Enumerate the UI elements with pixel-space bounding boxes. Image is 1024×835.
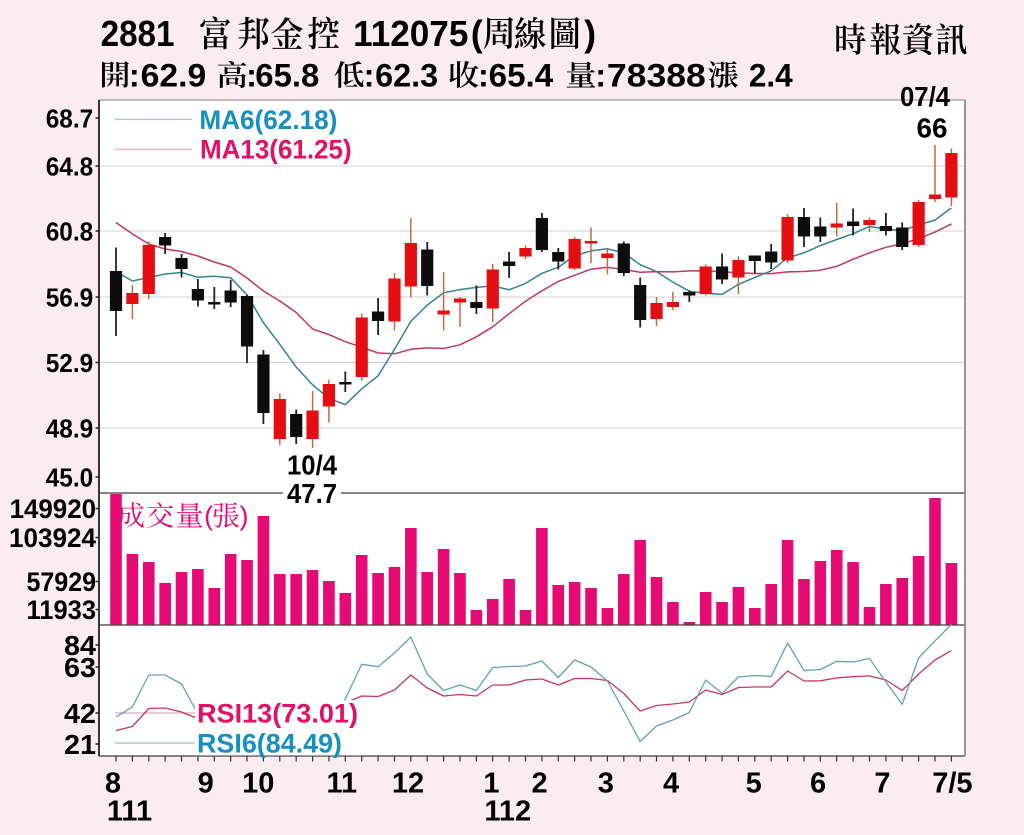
svg-text:68.7: 68.7 — [46, 103, 94, 133]
svg-text:64.8: 64.8 — [46, 151, 94, 181]
svg-text:9: 9 — [198, 768, 214, 800]
svg-text:7/5: 7/5 — [932, 768, 972, 800]
svg-text:RSI13(73.01): RSI13(73.01) — [197, 699, 358, 729]
svg-text:62.3: 62.3 — [375, 57, 438, 93]
svg-text:84: 84 — [64, 630, 96, 661]
svg-text:60.8: 60.8 — [46, 216, 94, 246]
svg-text:47.7: 47.7 — [287, 478, 337, 509]
svg-text:6: 6 — [810, 768, 826, 800]
svg-text::: : — [246, 57, 257, 93]
svg-text:): ) — [584, 13, 596, 54]
svg-text:RSI6(84.49): RSI6(84.49) — [197, 729, 342, 759]
svg-text:MA13(61.25): MA13(61.25) — [200, 135, 352, 165]
svg-text:112075: 112075 — [353, 13, 468, 54]
svg-text:2: 2 — [532, 768, 548, 800]
svg-text:103924: 103924 — [9, 523, 96, 553]
svg-text::: : — [478, 57, 489, 93]
svg-text:112: 112 — [484, 796, 531, 828]
svg-text:2.4: 2.4 — [749, 57, 793, 93]
svg-text:1: 1 — [483, 768, 499, 800]
svg-text:2881: 2881 — [101, 13, 175, 54]
svg-text:MA6(62.18): MA6(62.18) — [199, 105, 337, 135]
svg-text:56.9: 56.9 — [46, 282, 94, 312]
svg-text:(: ( — [471, 13, 483, 54]
svg-text:65.8: 65.8 — [255, 57, 319, 93]
svg-text:62.9: 62.9 — [141, 57, 207, 93]
svg-text:52.9: 52.9 — [46, 348, 94, 378]
svg-text:111: 111 — [107, 796, 152, 828]
svg-text:21: 21 — [64, 729, 96, 760]
svg-text:65.4: 65.4 — [489, 57, 554, 93]
svg-text:5: 5 — [746, 768, 762, 800]
svg-text:11933: 11933 — [27, 595, 97, 625]
svg-text:7: 7 — [874, 768, 890, 800]
svg-text:10/4: 10/4 — [287, 450, 337, 481]
svg-text:8: 8 — [105, 768, 121, 800]
svg-text:63: 63 — [64, 652, 96, 683]
svg-text:10: 10 — [242, 768, 274, 800]
svg-text:4: 4 — [663, 768, 679, 800]
svg-text:3: 3 — [598, 768, 614, 800]
svg-text:): ) — [240, 501, 249, 531]
svg-text:07/4: 07/4 — [900, 81, 950, 112]
svg-text:78388: 78388 — [607, 57, 706, 93]
svg-text:11: 11 — [326, 768, 357, 800]
svg-text::: : — [595, 57, 606, 93]
svg-text:(: ( — [204, 501, 213, 531]
svg-text:66: 66 — [917, 113, 948, 144]
svg-text::: : — [364, 57, 375, 93]
svg-text:57929: 57929 — [27, 567, 97, 597]
svg-text:48.9: 48.9 — [46, 413, 94, 443]
svg-text:45.0: 45.0 — [46, 462, 94, 492]
svg-text:12: 12 — [392, 768, 424, 800]
svg-text:42: 42 — [64, 698, 96, 729]
svg-text:149920: 149920 — [10, 494, 96, 524]
svg-text::: : — [129, 57, 140, 93]
